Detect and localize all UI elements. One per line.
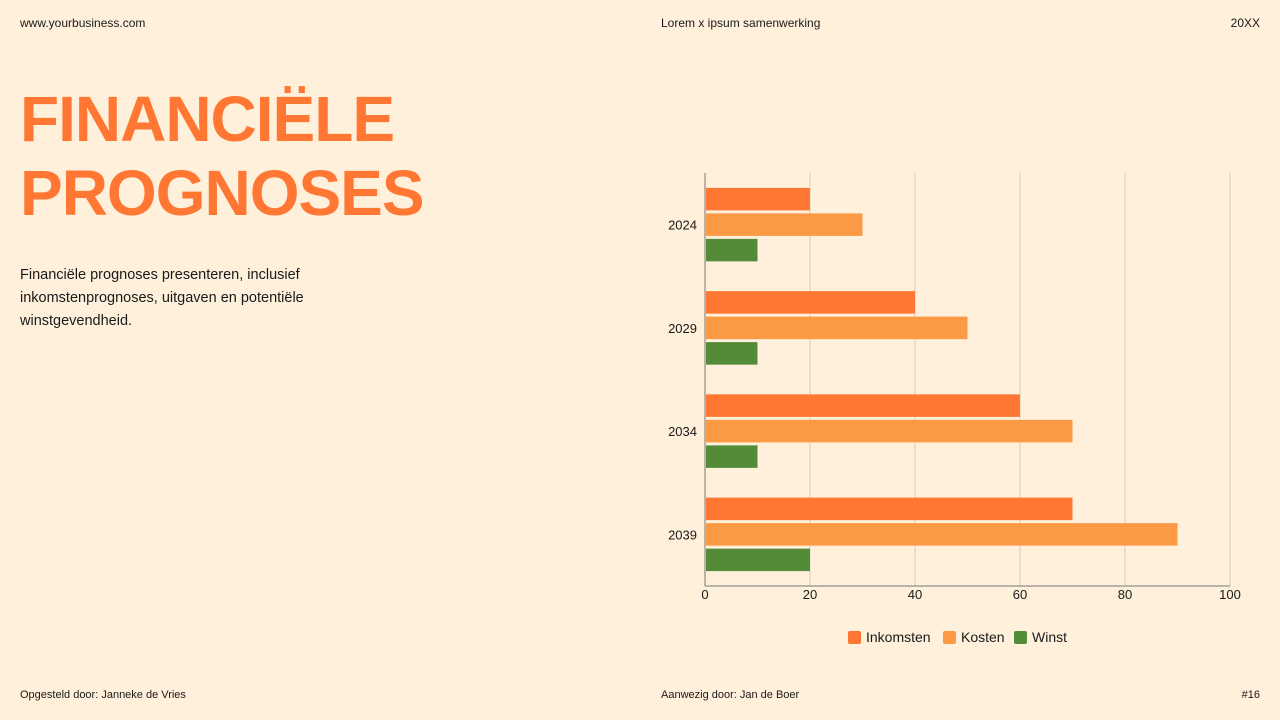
x-tick-label: 40 — [908, 587, 922, 602]
bar-kosten — [706, 213, 863, 236]
x-tick-label: 80 — [1118, 587, 1132, 602]
legend-label: Kosten — [961, 629, 1005, 645]
page-title: FINANCIËLE PROGNOSES — [20, 83, 425, 229]
bar-kosten — [706, 523, 1178, 546]
legend-swatch-inkomsten — [848, 631, 861, 644]
y-tick-label: 2039 — [668, 527, 697, 542]
presented-by: Aanwezig door: Jan de Boer — [661, 689, 800, 701]
x-tick-label: 100 — [1219, 587, 1241, 602]
x-tick-label: 60 — [1013, 587, 1027, 602]
prepared-by: Opgesteld door: Janneke de Vries — [20, 689, 186, 701]
bar-inkomsten — [706, 394, 1020, 417]
bar-winst — [706, 342, 758, 365]
website-url: www.yourbusiness.com — [20, 16, 146, 30]
x-tick-label: 20 — [803, 587, 817, 602]
x-tick-label: 0 — [701, 587, 708, 602]
legend-swatch-kosten — [943, 631, 956, 644]
y-tick-label: 2034 — [668, 424, 697, 439]
bar-winst — [706, 445, 758, 468]
bar-winst — [706, 238, 758, 262]
bar-inkomsten — [706, 497, 1073, 521]
legend-label: Winst — [1032, 629, 1067, 645]
bar-kosten — [706, 419, 1073, 443]
bar-kosten — [706, 316, 968, 340]
bar-winst — [706, 548, 810, 572]
legend-swatch-winst — [1014, 631, 1027, 644]
collaboration-label: Lorem x ipsum samenwerking — [661, 16, 821, 30]
legend-label: Inkomsten — [866, 629, 931, 645]
bar-inkomsten — [706, 187, 810, 211]
description: Financiële prognoses presenteren, inclus… — [20, 267, 304, 329]
page-number: #16 — [1241, 689, 1260, 701]
y-tick-label: 2024 — [668, 218, 697, 233]
bar-inkomsten — [706, 291, 915, 314]
y-tick-label: 2029 — [668, 321, 697, 336]
year-label: 20XX — [1230, 16, 1260, 30]
